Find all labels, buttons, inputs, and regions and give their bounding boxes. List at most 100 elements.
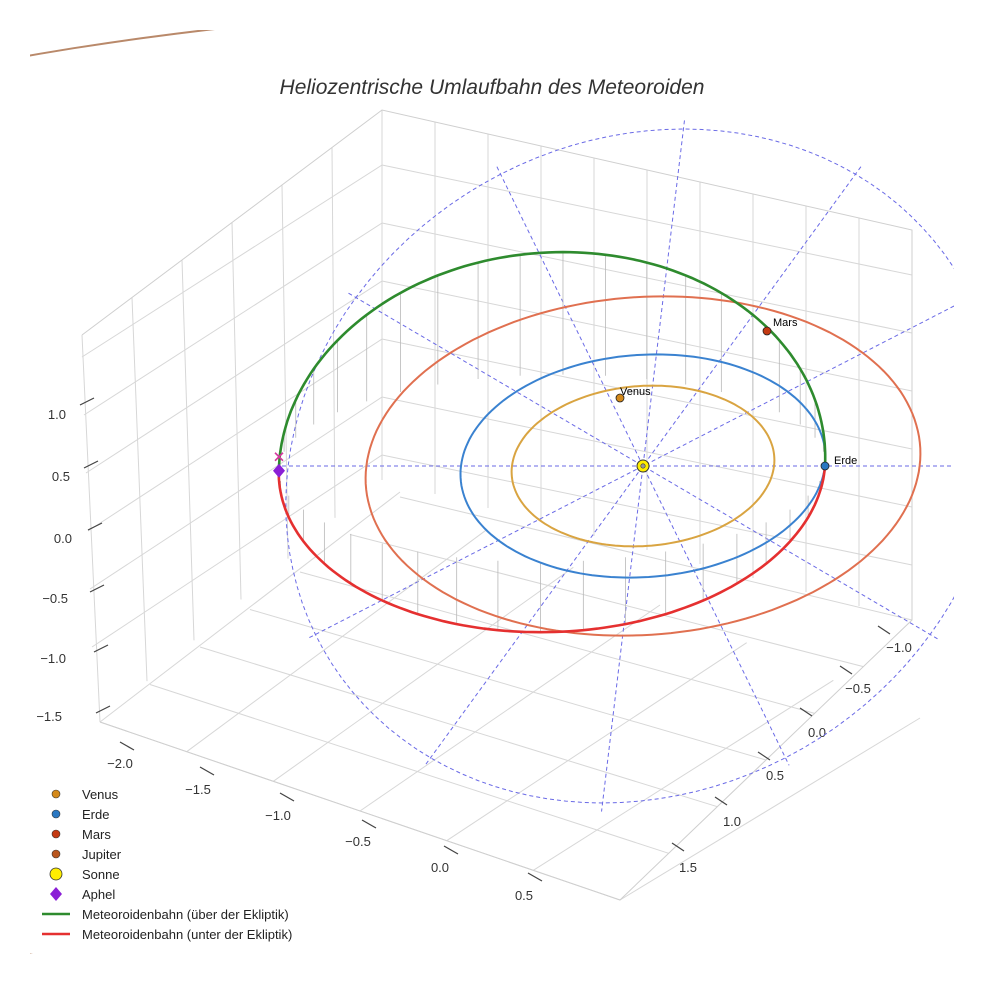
meteoroid-orbit xyxy=(277,250,827,634)
z-tick-mark xyxy=(83,460,99,469)
planet-label-erde: Erde xyxy=(834,455,857,467)
grid-line xyxy=(619,717,921,901)
x-tick-label: −1.0 xyxy=(265,808,291,823)
z-tick-mark xyxy=(93,644,109,653)
x-tick-label: 0.0 xyxy=(431,860,449,875)
y-tick-label: 1.5 xyxy=(679,860,697,875)
y-tick-mark xyxy=(757,751,771,761)
legend-sun-marker xyxy=(49,867,63,881)
legend-item: Meteoroidenbahn (unter der Ekliptik) xyxy=(42,927,292,942)
z-tick-mark xyxy=(87,522,103,531)
grid-line xyxy=(399,496,913,621)
legend-jupiter-marker xyxy=(51,849,61,859)
meteoroid-orbit-above xyxy=(277,250,827,467)
grid-line xyxy=(91,454,383,648)
legend-label: Sonne xyxy=(82,867,120,882)
planet-erde xyxy=(820,461,830,471)
legend-label: Jupiter xyxy=(82,847,122,862)
grid-line xyxy=(83,222,383,416)
x-tick-mark xyxy=(279,792,295,802)
grid-line xyxy=(81,164,383,358)
y-tick-label: 1.0 xyxy=(723,814,741,829)
ecliptic-spoke xyxy=(424,166,862,766)
legend-item: Aphel xyxy=(50,887,115,902)
orbit-mars xyxy=(364,295,922,637)
grid-line xyxy=(349,534,864,668)
orbit-venus xyxy=(510,384,776,548)
grid-line xyxy=(199,646,718,808)
x-tick-label: −0.5 xyxy=(345,834,371,849)
legend-item: Sonne xyxy=(49,867,120,882)
z-axis-ticks: −1.5 −1.0 −0.5 0.0 0.5 1.0 xyxy=(36,407,72,724)
ecliptic-spoke xyxy=(348,292,938,640)
legend-item: Mars xyxy=(51,827,111,842)
z-tick-label: −1.5 xyxy=(36,709,62,724)
orbit-markers xyxy=(273,326,830,478)
y-tick-label: −0.5 xyxy=(845,681,871,696)
jupiter-orbit-layer xyxy=(30,30,215,954)
x-tick-label: −2.0 xyxy=(107,756,133,771)
planet-label-venus: Venus xyxy=(620,386,651,398)
legend-label: Venus xyxy=(82,787,119,802)
legend-mars-marker xyxy=(51,829,61,839)
z-tick-mark xyxy=(79,397,95,406)
y-tick-label: 0.0 xyxy=(808,725,826,740)
z-tick-label: −1.0 xyxy=(40,651,66,666)
y-tick-mark xyxy=(671,842,685,852)
z-tick-label: −0.5 xyxy=(42,591,68,606)
grid-line xyxy=(85,280,383,474)
grid-line xyxy=(533,679,834,871)
x-tick-mark xyxy=(443,845,459,855)
legend: Venus Erde Mars Jupiter Sonne Aphel Mete… xyxy=(42,787,292,942)
legend-aphel-marker xyxy=(50,887,62,901)
orbit-erde xyxy=(459,353,827,579)
aphel-cross-marker xyxy=(274,452,284,462)
grid-line xyxy=(181,259,195,641)
grid-line xyxy=(249,609,767,761)
z-tick-mark xyxy=(89,584,105,593)
planet-label-mars: Mars xyxy=(773,317,798,329)
grid-line xyxy=(186,529,487,753)
x-tick-mark xyxy=(119,741,135,751)
y-tick-mark xyxy=(839,665,853,675)
sun-core xyxy=(640,463,646,469)
legend-label: Erde xyxy=(82,807,109,822)
planet-orbits xyxy=(364,295,922,637)
ecliptic-spoke xyxy=(496,166,790,766)
grid-line xyxy=(281,184,289,559)
grid-line xyxy=(231,222,242,600)
grid-line xyxy=(273,566,574,782)
grid-line xyxy=(381,164,913,276)
z-tick-mark xyxy=(95,705,111,714)
aphel-marker xyxy=(273,463,285,478)
grid-line xyxy=(99,491,401,723)
grid-line xyxy=(299,571,815,714)
grid-line xyxy=(381,396,913,508)
y-tick-mark xyxy=(799,707,813,717)
z-tick-label: 0.0 xyxy=(54,531,72,546)
grid-line xyxy=(149,684,669,854)
legend-label: Mars xyxy=(82,827,111,842)
x-tick-label: 0.5 xyxy=(515,888,533,903)
x-tick-mark xyxy=(527,872,543,882)
grid-line xyxy=(446,642,747,842)
z-tick-label: 0.5 xyxy=(52,469,70,484)
y-tick-label: 0.5 xyxy=(766,768,784,783)
grid-line xyxy=(89,396,383,590)
legend-erde-marker xyxy=(51,809,61,819)
axes-grid xyxy=(79,109,921,901)
planet-mars xyxy=(762,326,772,336)
legend-item: Meteoroidenbahn (über der Ekliptik) xyxy=(42,907,289,922)
legend-item: Erde xyxy=(51,807,109,822)
x-axis-ticks: −2.0 −1.5 −1.0 −0.5 0.0 0.5 xyxy=(107,756,533,903)
x-tick-mark xyxy=(361,819,377,829)
x-tick-mark xyxy=(199,766,215,776)
grid-line xyxy=(87,338,383,532)
legend-venus-marker xyxy=(51,789,61,799)
legend-item: Jupiter xyxy=(51,847,122,862)
legend-label: Aphel xyxy=(82,887,115,902)
x-tick-label: −1.5 xyxy=(185,782,211,797)
jupiter-orbit xyxy=(30,30,215,954)
y-axis-ticks: −1.0 −0.5 0.0 0.5 1.0 1.5 xyxy=(679,640,912,875)
z-tick-label: 1.0 xyxy=(48,407,66,422)
